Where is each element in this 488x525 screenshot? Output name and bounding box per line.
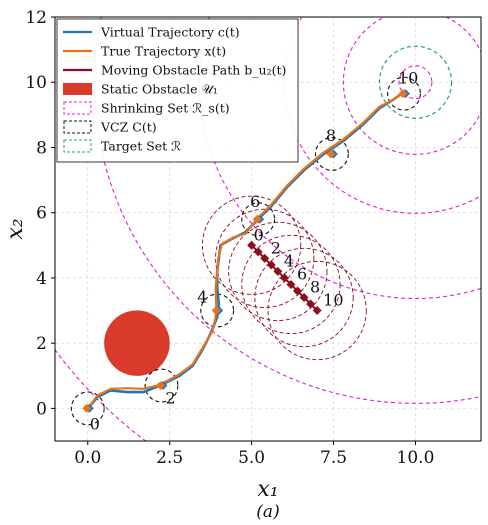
x-tick-label: 0.0 <box>74 448 101 468</box>
vcz-circle <box>200 293 235 328</box>
moving-obstacle-point <box>312 306 322 316</box>
y-axis-label: x₂ <box>3 218 28 239</box>
true-trajectory-marker <box>156 381 165 391</box>
vcz-time-label: 8 <box>326 126 336 145</box>
legend-box <box>56 18 299 163</box>
y-tick-label: 10 <box>25 73 47 93</box>
legend-label: VCZ C(t) <box>100 120 157 135</box>
moving-obstacle-region <box>215 208 315 308</box>
legend-label: Static Obstacle 𝒰₁ <box>101 82 218 97</box>
moving-obstacle-point <box>299 292 309 302</box>
vcz-time-label: 10 <box>398 69 418 88</box>
vcz-time-label: 2 <box>166 389 176 408</box>
x-tick-label: 10.0 <box>397 448 435 468</box>
true-trajectory-marker <box>398 89 408 99</box>
moving-obstacle-point <box>279 273 289 283</box>
moving-obstacle-time-label: 2 <box>271 238 281 257</box>
legend-label: Target Set ℛ <box>101 139 181 154</box>
moving-obstacle-point <box>260 253 270 263</box>
moving-obstacle-time-label: 10 <box>323 291 343 310</box>
x-tick-label: 2.5 <box>156 448 183 468</box>
legend-dashed-swatch <box>63 120 92 134</box>
moving-obstacle-region <box>241 234 341 335</box>
vcz-circle <box>144 368 179 403</box>
x-axis-label: x₁ <box>257 477 278 502</box>
moving-obstacle-time-label: 6 <box>297 264 307 283</box>
legend-label: Virtual Trajectory c(t) <box>100 25 240 40</box>
vcz-circle <box>241 202 276 237</box>
legend-label: Moving Obstacle Path b_u₂(t) <box>101 63 286 78</box>
vcz-time-label: 0 <box>90 414 100 433</box>
x-tick-label: 7.5 <box>320 448 347 468</box>
true-trajectory-marker <box>82 403 92 413</box>
moving-obstacle-point <box>306 299 316 309</box>
vcz-circle <box>70 391 105 426</box>
true-trajectory-marker <box>326 149 336 159</box>
y-tick-label: 12 <box>25 8 47 28</box>
figure-caption: (a) <box>256 502 279 522</box>
moving-obstacle-point <box>247 240 257 250</box>
plot-frame <box>54 16 482 442</box>
moving-obstacle-region <box>228 221 328 322</box>
moving-obstacle-region <box>202 195 302 295</box>
y-tick-label: 2 <box>36 334 47 354</box>
legend-patch-swatch <box>63 83 92 95</box>
moving-obstacle-time-label: 4 <box>284 251 294 270</box>
shrinking-set-circle <box>398 65 433 100</box>
static-obstacle <box>104 310 170 376</box>
moving-obstacle-point <box>266 260 276 270</box>
moving-obstacle-region <box>267 260 367 361</box>
vcz-time-label: 6 <box>250 192 260 211</box>
y-tick-label: 4 <box>36 269 47 289</box>
legend-dashed-swatch <box>63 139 92 153</box>
vcz-circle <box>387 76 421 111</box>
vcz-time-label: 4 <box>197 288 207 307</box>
shrinking-set-circle <box>342 17 481 155</box>
moving-obstacle-point <box>253 247 263 257</box>
true-trajectory-marker <box>252 214 262 224</box>
y-tick-label: 8 <box>36 138 47 158</box>
moving-obstacle-time-label: 0 <box>254 225 264 244</box>
moving-obstacle-point <box>286 279 296 289</box>
true-trajectory-line <box>86 92 404 410</box>
y-tick-label: 6 <box>36 204 47 224</box>
target-set-circle <box>378 45 453 119</box>
moving-obstacle-time-label: 8 <box>310 277 320 296</box>
legend-dashed-swatch <box>63 101 92 115</box>
true-trajectory-marker <box>211 306 221 316</box>
moving-obstacle-point <box>273 266 283 276</box>
vcz-circle <box>314 137 349 171</box>
moving-obstacle-point <box>292 286 302 296</box>
legend-label: True Trajectory x(t) <box>101 44 226 59</box>
legend: Virtual Trajectory c(t) True Trajectory x… <box>56 18 299 163</box>
moving-obstacle-region <box>254 247 354 348</box>
legend-label: Shrinking Set ℛ_s(t) <box>101 101 230 116</box>
shrinking-set-circle <box>283 17 481 214</box>
y-tick-label: 0 <box>36 399 47 419</box>
x-tick-label: 5.0 <box>238 448 265 468</box>
